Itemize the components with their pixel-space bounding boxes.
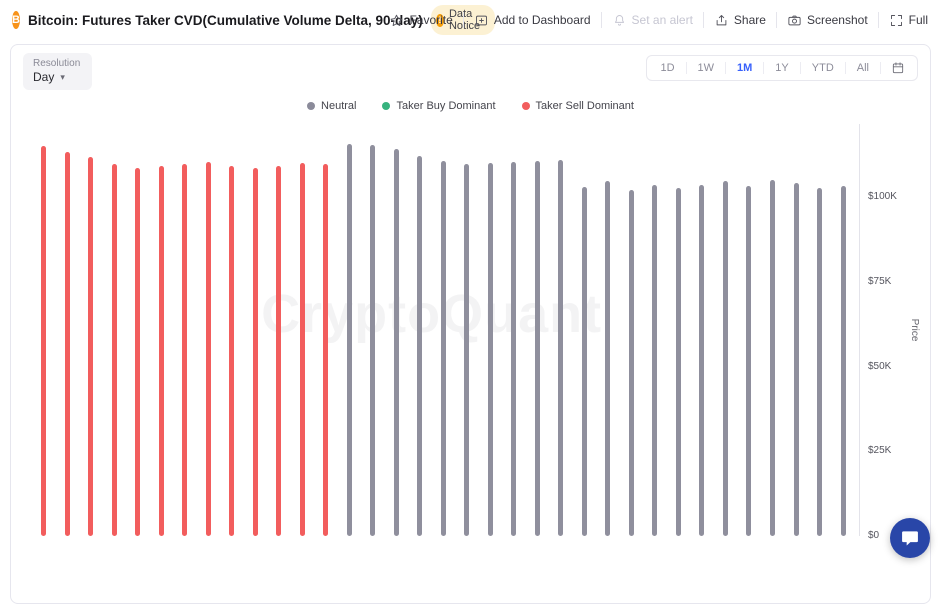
share-label: Share: [734, 13, 766, 27]
divider: [703, 12, 704, 28]
bar-taker_sell: [88, 157, 93, 536]
legend-label: Taker Sell Dominant: [536, 100, 634, 112]
resolution-label: Resolution: [33, 58, 80, 69]
bar-taker_sell: [182, 164, 187, 536]
y-tick-label: $0: [868, 530, 879, 541]
fullscreen-label: Full: [909, 13, 928, 27]
range-all[interactable]: All: [846, 56, 880, 80]
legend-dot: [307, 102, 315, 110]
legend-item-taker_sell[interactable]: Taker Sell Dominant: [522, 100, 634, 112]
legend-dot: [522, 102, 530, 110]
favorite-label: Favorite: [409, 13, 452, 27]
camera-icon: [787, 13, 802, 28]
chart-legend: Neutral Taker Buy Dominant Taker Sell Domi…: [11, 100, 930, 112]
bar-neutral: [605, 181, 610, 536]
bar-neutral: [370, 145, 375, 536]
bar-neutral: [770, 180, 775, 536]
screenshot-label: Screenshot: [807, 13, 868, 27]
favorite-button[interactable]: Favorite: [389, 13, 452, 28]
y-tick-label: $100K: [868, 191, 897, 202]
bar-neutral: [535, 161, 540, 536]
bar-taker_sell: [206, 162, 211, 536]
y-tick-label: $25K: [868, 445, 891, 456]
bar-neutral: [794, 183, 799, 536]
divider: [776, 12, 777, 28]
header-actions: Favorite Add to Dashboard Set an alert S…: [389, 12, 928, 28]
y-tick-label: $75K: [868, 276, 891, 287]
share-icon: [714, 13, 729, 28]
range-1m[interactable]: 1M: [726, 56, 763, 80]
bar-neutral: [347, 144, 352, 536]
legend-item-taker_buy[interactable]: Taker Buy Dominant: [382, 100, 495, 112]
chevron-down-icon: ▾: [60, 72, 65, 83]
bar-neutral: [629, 190, 634, 536]
share-button[interactable]: Share: [714, 13, 766, 28]
bar-neutral: [511, 162, 516, 536]
bar-neutral: [652, 185, 657, 536]
chart-area: CryptoQuant $0$25K$50K$75K$100K Price: [19, 124, 916, 536]
bar-taker_sell: [41, 146, 46, 536]
star-icon: [389, 13, 404, 28]
bitcoin-icon: B: [12, 11, 20, 29]
set-alert-button[interactable]: Set an alert: [612, 13, 693, 28]
add-to-dashboard-label: Add to Dashboard: [494, 13, 591, 27]
resolution-value: Day: [33, 70, 54, 84]
bar-neutral: [394, 149, 399, 536]
bar-series: [41, 124, 846, 536]
chat-icon: [900, 528, 920, 548]
add-to-dashboard-button[interactable]: Add to Dashboard: [474, 13, 591, 28]
bar-taker_sell: [300, 163, 305, 536]
bar-neutral: [723, 181, 728, 536]
bar-taker_sell: [253, 168, 258, 536]
divider: [463, 12, 464, 28]
bar-neutral: [488, 163, 493, 536]
bar-taker_sell: [135, 168, 140, 536]
bar-neutral: [441, 161, 446, 536]
range-1d[interactable]: 1D: [649, 56, 685, 80]
bar-neutral: [582, 187, 587, 536]
header: B Bitcoin: Futures Taker CVD(Cumulative …: [0, 0, 940, 40]
range-1y[interactable]: 1Y: [764, 56, 799, 80]
bar-taker_sell: [112, 164, 117, 536]
screenshot-button[interactable]: Screenshot: [787, 13, 868, 28]
bar-neutral: [464, 164, 469, 536]
bar-neutral: [746, 186, 751, 536]
resolution-dropdown[interactable]: Resolution Day ▾: [23, 53, 92, 90]
y-axis-label: Price: [909, 319, 920, 342]
bar-neutral: [699, 185, 704, 536]
y-tick-label: $50K: [868, 361, 891, 372]
fullscreen-button[interactable]: Full: [889, 13, 928, 28]
page-title: Bitcoin: Futures Taker CVD(Cumulative Vo…: [28, 13, 423, 28]
bar-taker_sell: [323, 164, 328, 536]
dashboard-icon: [474, 13, 489, 28]
bar-taker_sell: [159, 166, 164, 536]
chat-widget-button[interactable]: [890, 518, 930, 558]
divider: [601, 12, 602, 28]
bar-neutral: [817, 188, 822, 536]
bar-taker_sell: [276, 166, 281, 536]
range-ytd[interactable]: YTD: [801, 56, 845, 80]
legend-item-neutral[interactable]: Neutral: [307, 100, 356, 112]
bar-neutral: [417, 156, 422, 536]
bar-taker_sell: [229, 166, 234, 536]
expand-icon: [889, 13, 904, 28]
title-group: B Bitcoin: Futures Taker CVD(Cumulative …: [12, 5, 389, 35]
legend-label: Neutral: [321, 100, 356, 112]
divider: [878, 12, 879, 28]
legend-label: Taker Buy Dominant: [396, 100, 495, 112]
set-alert-label: Set an alert: [632, 13, 693, 27]
range-1w[interactable]: 1W: [687, 56, 726, 80]
bar-neutral: [676, 188, 681, 536]
legend-dot: [382, 102, 390, 110]
calendar-icon: [891, 61, 905, 75]
bar-neutral: [558, 160, 563, 536]
bar-neutral: [841, 186, 846, 536]
calendar-button[interactable]: [881, 56, 915, 80]
bell-icon: [612, 13, 627, 28]
bar-taker_sell: [65, 152, 70, 536]
y-axis-line: [859, 124, 860, 536]
